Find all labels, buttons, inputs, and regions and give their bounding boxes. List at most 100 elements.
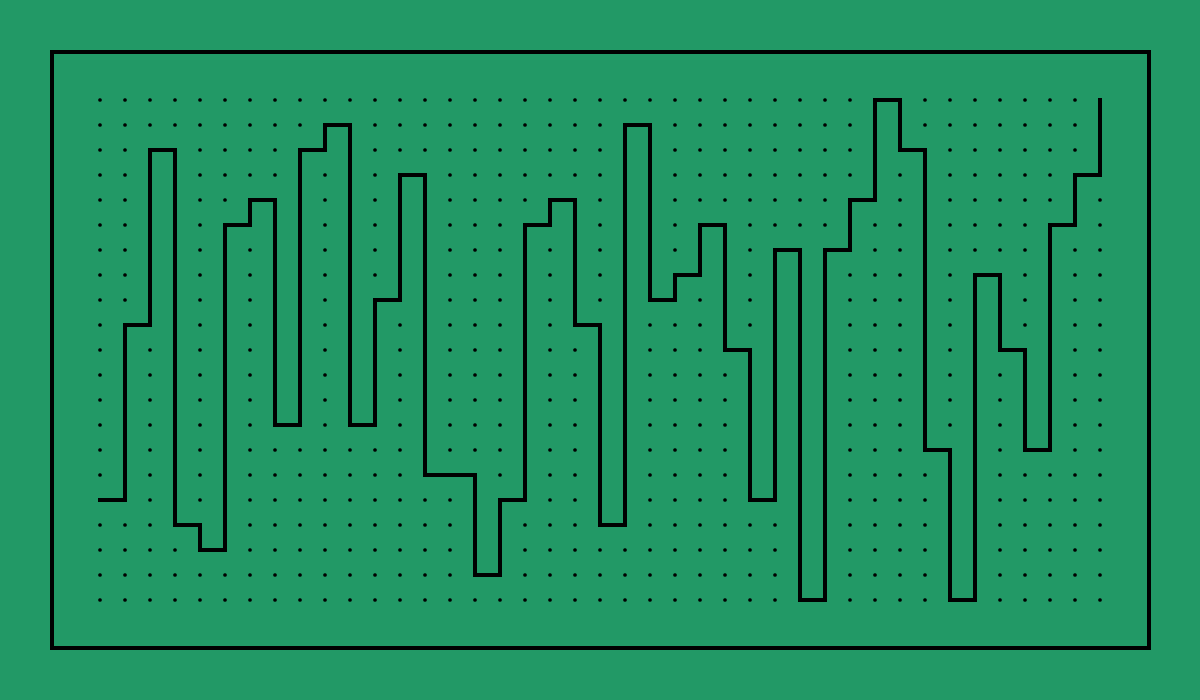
grid-dot bbox=[873, 473, 877, 477]
grid-dot bbox=[223, 598, 227, 602]
grid-dot bbox=[973, 173, 977, 177]
grid-dot bbox=[373, 498, 377, 502]
grid-dot bbox=[98, 598, 102, 602]
grid-dot bbox=[98, 298, 102, 302]
grid-dot bbox=[1073, 373, 1077, 377]
grid-dot bbox=[198, 348, 202, 352]
grid-dot bbox=[523, 98, 527, 102]
grid-dot bbox=[323, 573, 327, 577]
grid-dot bbox=[998, 223, 1002, 227]
grid-dot bbox=[148, 373, 152, 377]
grid-dot bbox=[1073, 448, 1077, 452]
grid-dot bbox=[673, 148, 677, 152]
grid-dot bbox=[998, 148, 1002, 152]
grid-dot bbox=[448, 123, 452, 127]
grid-dot bbox=[248, 323, 252, 327]
grid-dot bbox=[548, 448, 552, 452]
grid-dot bbox=[348, 498, 352, 502]
grid-dot bbox=[373, 148, 377, 152]
grid-dot bbox=[1098, 223, 1102, 227]
grid-dot bbox=[473, 148, 477, 152]
grid-dot bbox=[923, 598, 927, 602]
grid-dot bbox=[1098, 373, 1102, 377]
grid-dot bbox=[723, 398, 727, 402]
grid-dot bbox=[648, 548, 652, 552]
grid-dot bbox=[923, 548, 927, 552]
grid-dot bbox=[798, 198, 802, 202]
grid-dot bbox=[1073, 123, 1077, 127]
grid-dot bbox=[548, 148, 552, 152]
grid-dot bbox=[698, 98, 702, 102]
grid-dot bbox=[123, 598, 127, 602]
grid-dot bbox=[948, 298, 952, 302]
grid-dot bbox=[773, 123, 777, 127]
grid-dot bbox=[198, 473, 202, 477]
grid-dot bbox=[848, 148, 852, 152]
grid-dot bbox=[823, 148, 827, 152]
grid-dot bbox=[998, 373, 1002, 377]
grid-dot bbox=[898, 523, 902, 527]
grid-dot bbox=[648, 598, 652, 602]
grid-dot bbox=[948, 323, 952, 327]
grid-dot bbox=[573, 548, 577, 552]
grid-dot bbox=[973, 123, 977, 127]
grid-dot bbox=[498, 273, 502, 277]
grid-dot bbox=[448, 148, 452, 152]
grid-dot bbox=[548, 123, 552, 127]
grid-dot bbox=[848, 573, 852, 577]
grid-dot bbox=[1048, 498, 1052, 502]
grid-dot bbox=[298, 598, 302, 602]
grid-dot bbox=[548, 473, 552, 477]
grid-dot bbox=[848, 323, 852, 327]
grid-dot bbox=[698, 448, 702, 452]
grid-dot bbox=[323, 423, 327, 427]
grid-dot bbox=[548, 248, 552, 252]
grid-dot bbox=[898, 198, 902, 202]
grid-dot bbox=[773, 223, 777, 227]
grid-dot bbox=[198, 373, 202, 377]
grid-dot bbox=[948, 373, 952, 377]
grid-dot bbox=[773, 198, 777, 202]
grid-dot bbox=[873, 498, 877, 502]
grid-dot bbox=[1098, 423, 1102, 427]
grid-dot bbox=[348, 548, 352, 552]
grid-dot bbox=[1023, 173, 1027, 177]
grid-dot bbox=[648, 373, 652, 377]
grid-dot bbox=[323, 523, 327, 527]
grid-dot bbox=[848, 273, 852, 277]
grid-dot bbox=[723, 523, 727, 527]
grid-dot bbox=[473, 273, 477, 277]
grid-dot bbox=[998, 473, 1002, 477]
grid-dot bbox=[773, 598, 777, 602]
grid-dot bbox=[423, 573, 427, 577]
grid-dot bbox=[998, 573, 1002, 577]
grid-dot bbox=[1023, 473, 1027, 477]
grid-dot bbox=[898, 473, 902, 477]
grid-dot bbox=[748, 598, 752, 602]
grid-dot bbox=[498, 223, 502, 227]
grid-dot bbox=[148, 448, 152, 452]
grid-dot bbox=[798, 148, 802, 152]
grid-dot bbox=[623, 548, 627, 552]
grid-dot bbox=[548, 423, 552, 427]
grid-dot bbox=[1048, 573, 1052, 577]
grid-dot bbox=[423, 498, 427, 502]
grid-dot bbox=[323, 498, 327, 502]
grid-dot bbox=[248, 548, 252, 552]
grid-dot bbox=[298, 98, 302, 102]
grid-dot bbox=[673, 248, 677, 252]
grid-dot bbox=[323, 98, 327, 102]
grid-dot bbox=[498, 473, 502, 477]
grid-dot bbox=[748, 198, 752, 202]
grid-dot bbox=[948, 173, 952, 177]
grid-dot bbox=[448, 348, 452, 352]
grid-dot bbox=[848, 373, 852, 377]
grid-dot bbox=[1098, 248, 1102, 252]
grid-dot bbox=[573, 423, 577, 427]
grid-dot bbox=[398, 123, 402, 127]
grid-dot bbox=[523, 523, 527, 527]
grid-dot bbox=[848, 398, 852, 402]
grid-dot bbox=[998, 173, 1002, 177]
grid-dot bbox=[198, 123, 202, 127]
